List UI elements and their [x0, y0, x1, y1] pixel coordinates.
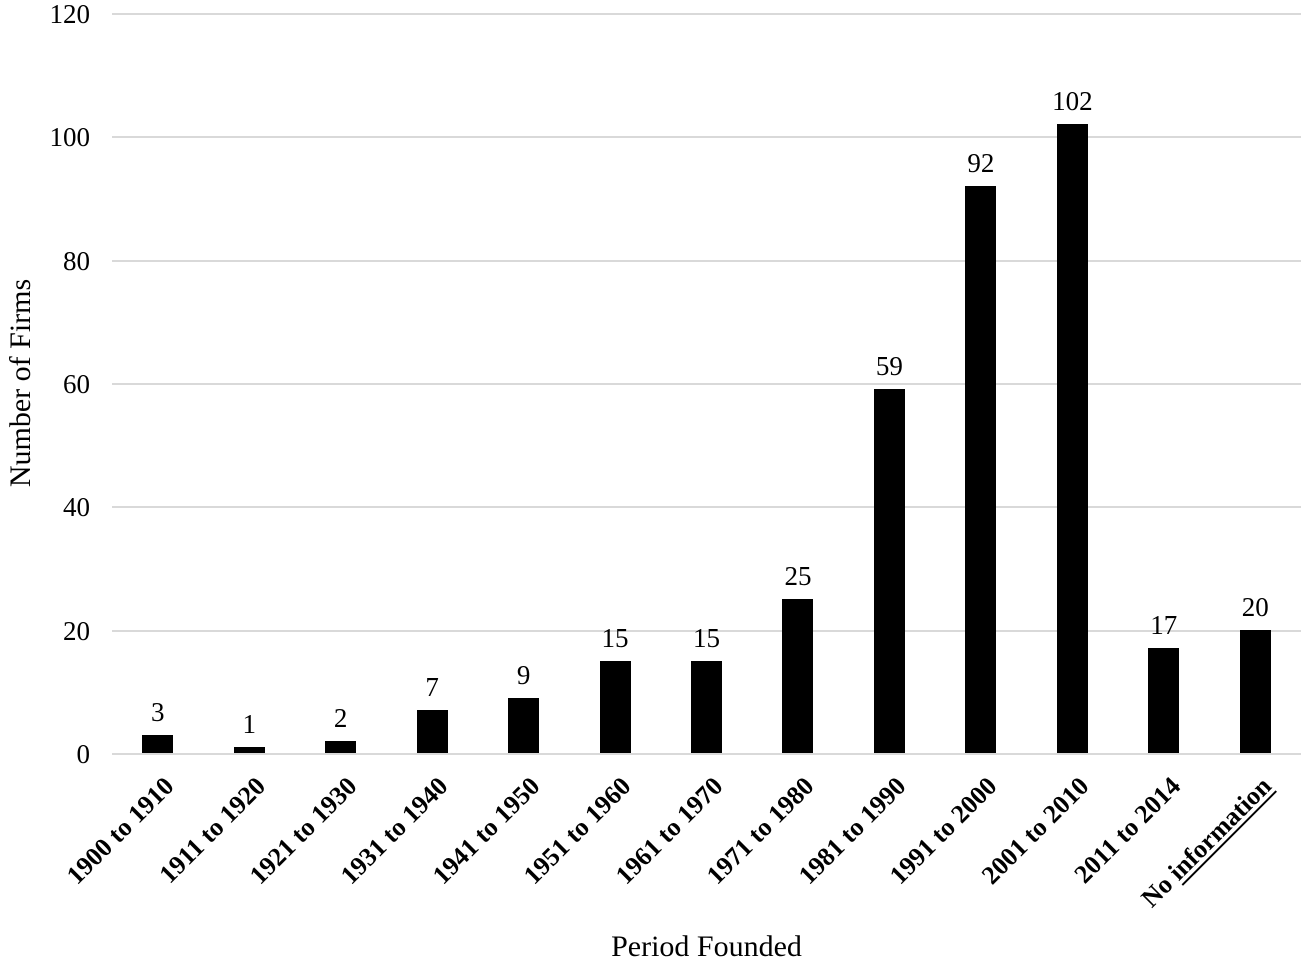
bar: [599, 660, 631, 753]
bar-value-label: 17: [1150, 610, 1178, 641]
bar: [142, 734, 174, 753]
bar-value-label: 2: [333, 702, 348, 733]
bar-value-label: 9: [516, 659, 531, 690]
bar: [233, 746, 265, 753]
gridline: [112, 629, 1301, 632]
bar-value-label: 92: [967, 147, 995, 178]
gridline: [112, 506, 1301, 509]
y-tick-label: 80: [63, 245, 90, 276]
gridline: [112, 136, 1301, 139]
bar: [325, 740, 357, 753]
bar: [691, 660, 722, 753]
bar-value-label: 15: [693, 622, 720, 653]
bar: [1148, 648, 1180, 753]
gridline: [112, 383, 1301, 385]
y-tick-label: 100: [49, 122, 91, 153]
bar: [1056, 124, 1088, 753]
gridline: [112, 753, 1301, 755]
bar: [965, 185, 997, 753]
bar: [873, 389, 905, 753]
x-axis-title: Period Founded: [611, 930, 802, 963]
bar-value-label: 3: [150, 696, 165, 727]
y-tick-label: 40: [63, 492, 90, 523]
bar-value-label: 7: [425, 671, 439, 702]
bar: [416, 709, 448, 753]
bar-value-label: 15: [601, 622, 629, 653]
bar: [782, 598, 814, 753]
bar-value-label: 25: [784, 560, 812, 591]
bar: [1239, 629, 1271, 753]
bar: [508, 697, 540, 753]
y-tick-label: 0: [76, 739, 91, 769]
gridline: [112, 259, 1301, 262]
y-tick-label: 20: [63, 615, 90, 646]
gridline: [112, 13, 1301, 15]
bar-value-label: 59: [875, 351, 903, 382]
y-tick-label: 120: [49, 0, 91, 29]
y-tick-label: 60: [63, 369, 90, 399]
bar-value-label: 20: [1241, 591, 1269, 622]
bar-value-label: 1: [242, 708, 256, 739]
bar-value-label: 102: [1052, 86, 1093, 116]
